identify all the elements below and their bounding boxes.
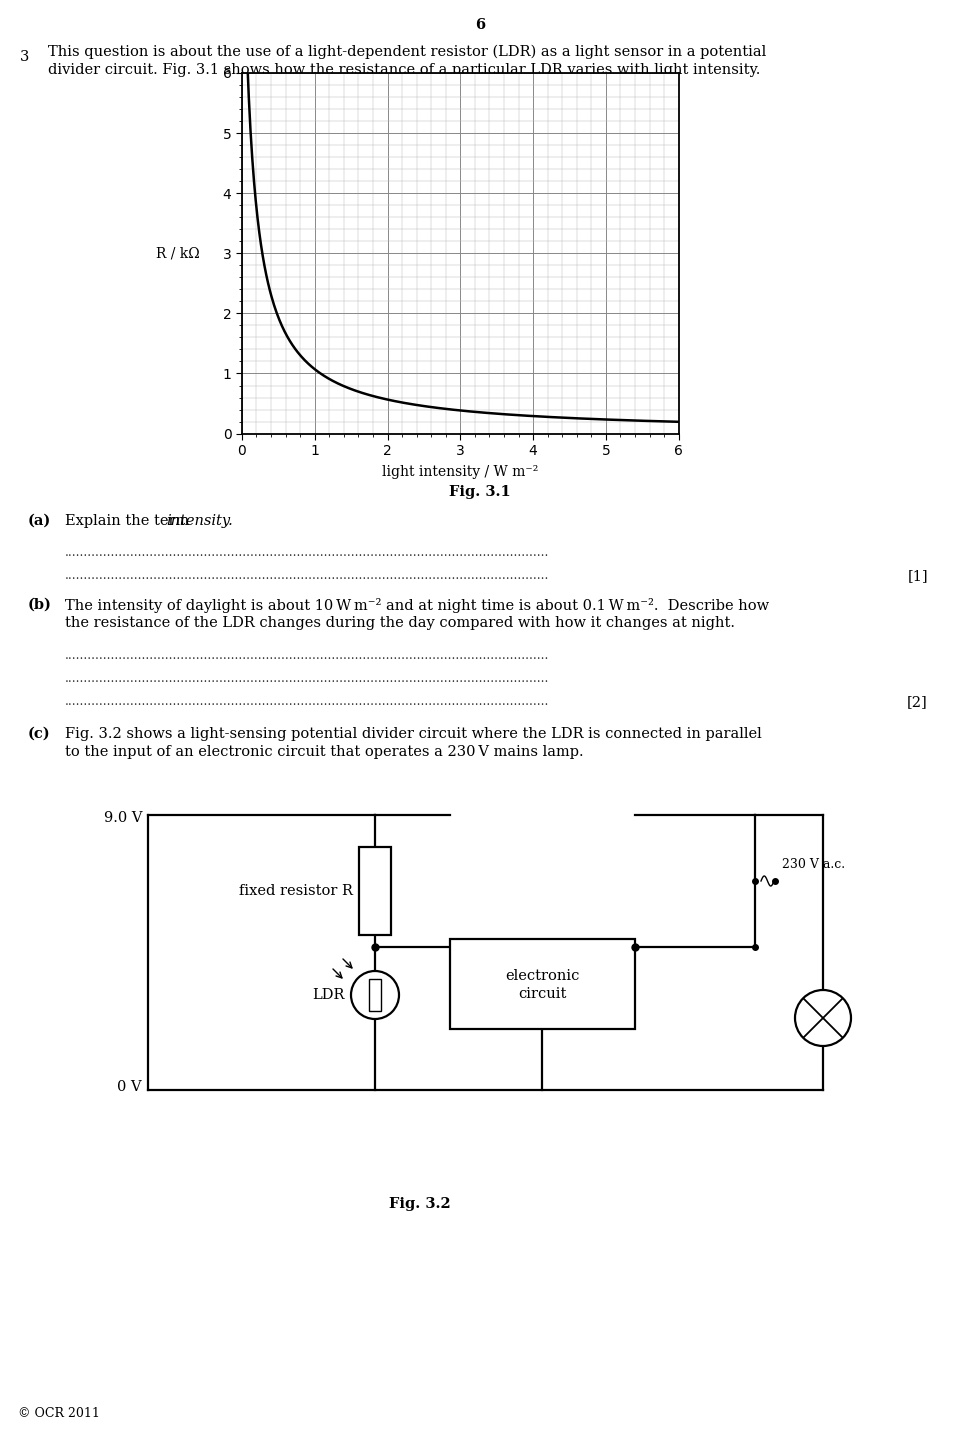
Text: fixed resistor R: fixed resistor R [239, 884, 353, 899]
Bar [450, 939, 635, 1029]
Text: LDR: LDR [313, 987, 345, 1002]
Text: circuit: circuit [518, 987, 566, 1002]
Bar [359, 847, 391, 934]
Text: ................................................................................: ........................................… [65, 695, 549, 708]
Text: 0 V: 0 V [117, 1080, 142, 1095]
Text: 9.0 V: 9.0 V [104, 811, 142, 826]
Text: 230 V a.c.: 230 V a.c. [782, 859, 845, 871]
Text: [2]: [2] [907, 695, 928, 708]
Text: ................................................................................: ........................................… [65, 547, 549, 560]
Text: the resistance of the LDR changes during the day compared with how it changes at: the resistance of the LDR changes during… [65, 615, 735, 630]
Text: electronic: electronic [505, 969, 580, 983]
Text: (a): (a) [28, 514, 51, 528]
Text: Fig. 3.2 shows a light-sensing potential divider circuit where the LDR is connec: Fig. 3.2 shows a light-sensing potential… [65, 727, 761, 741]
Text: to the input of an electronic circuit that operates a 230 V mains lamp.: to the input of an electronic circuit th… [65, 746, 584, 758]
Text: Explain the term: Explain the term [65, 514, 194, 528]
X-axis label: light intensity / W m⁻²: light intensity / W m⁻² [382, 465, 539, 479]
Text: The intensity of daylight is about 10 W m⁻² and at night time is about 0.1 W m⁻²: The intensity of daylight is about 10 W … [65, 598, 769, 612]
Text: [1]: [1] [907, 570, 928, 582]
Bar [369, 979, 381, 1010]
Y-axis label: R / kΩ: R / kΩ [156, 246, 200, 260]
Text: 3: 3 [20, 50, 30, 64]
Text: 6: 6 [475, 19, 485, 31]
Text: (c): (c) [28, 727, 51, 741]
Circle shape [795, 990, 851, 1046]
Circle shape [351, 972, 399, 1019]
Text: ................................................................................: ........................................… [65, 570, 549, 582]
Text: divider circuit. Fig. 3.1 shows how the resistance of a particular LDR varies wi: divider circuit. Fig. 3.1 shows how the … [48, 63, 760, 77]
Text: This question is about the use of a light-dependent resistor (LDR) as a light se: This question is about the use of a ligh… [48, 44, 766, 60]
Text: (b): (b) [28, 598, 52, 612]
Text: © OCR 2011: © OCR 2011 [18, 1407, 100, 1420]
Text: ................................................................................: ........................................… [65, 650, 549, 663]
Text: Fig. 3.1: Fig. 3.1 [449, 485, 511, 499]
Text: Fig. 3.2: Fig. 3.2 [389, 1196, 451, 1211]
Text: intensity.: intensity. [166, 514, 232, 528]
Text: ................................................................................: ........................................… [65, 673, 549, 685]
